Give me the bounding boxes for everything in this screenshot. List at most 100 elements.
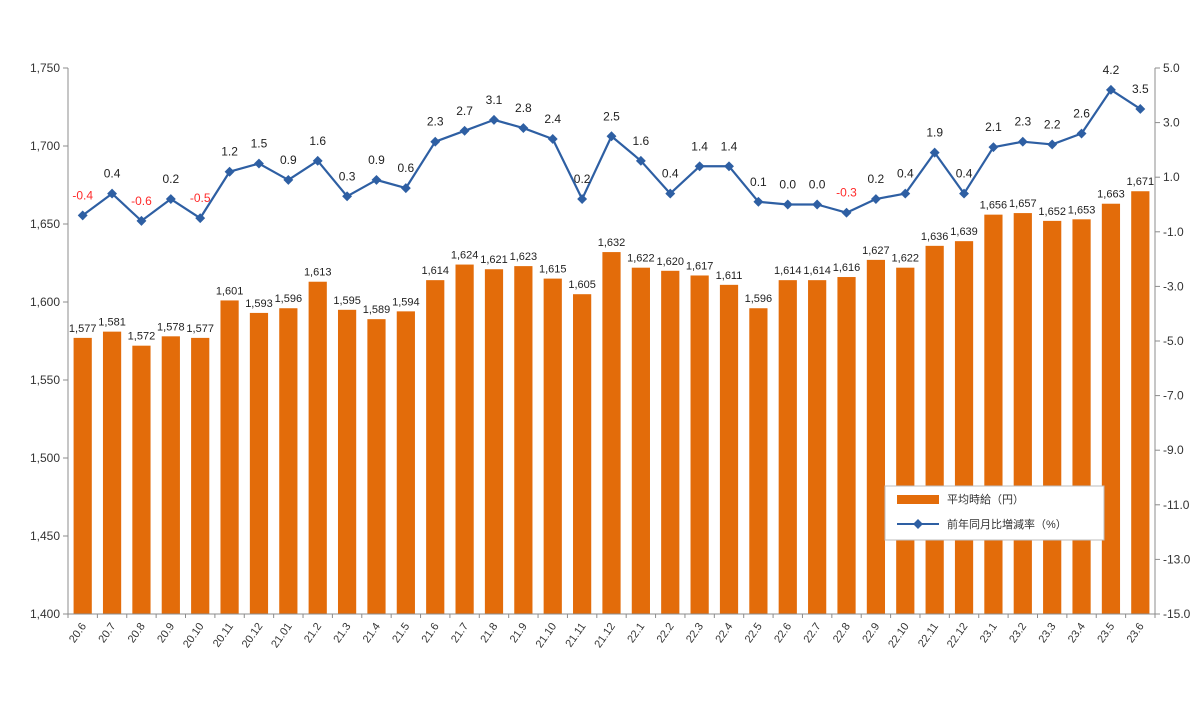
rate-value-label: -0.3	[836, 186, 857, 200]
bar-value-label: 1,581	[98, 317, 126, 329]
bar	[191, 337, 210, 614]
rate-point	[283, 174, 294, 185]
bar	[954, 241, 974, 614]
bar	[837, 277, 856, 614]
rate-value-label: 2.8	[515, 101, 532, 115]
bar-value-label: 1,653	[1068, 204, 1096, 216]
rate-point	[812, 199, 823, 210]
bar	[984, 214, 1003, 614]
rate-point	[577, 194, 588, 204]
bar	[102, 331, 122, 614]
bar-value-label: 1,601	[216, 285, 244, 297]
bar-value-label: 1,605	[568, 279, 596, 291]
x-tick-label: 22.3	[684, 621, 706, 645]
x-tick-label: 23.6	[1125, 621, 1147, 645]
bar-value-label: 1,621	[480, 254, 508, 266]
rate-value-label: 0.2	[574, 172, 591, 186]
rate-value-label: 0.6	[398, 161, 415, 175]
rate-point	[312, 155, 323, 166]
x-tick-label: 22.9	[860, 621, 882, 645]
bar	[661, 270, 680, 614]
bar	[543, 278, 562, 614]
rate-point	[900, 188, 911, 199]
rate-point	[724, 161, 734, 172]
bar-value-label: 1,596	[275, 293, 303, 305]
x-tick-label: 20.6	[67, 621, 89, 645]
x-tick-label: 22.12	[945, 621, 971, 650]
rate-value-label: 0.0	[809, 178, 826, 192]
rate-point	[1017, 136, 1028, 147]
right-tick-label: -9.0	[1163, 443, 1184, 457]
rate-value-label: 0.0	[779, 178, 796, 192]
x-tick-label: 21.7	[449, 621, 471, 645]
x-tick-label: 21.6	[420, 621, 442, 645]
bar-value-label: 1,578	[157, 321, 185, 333]
legend-bar-label: 平均時給（円）	[947, 492, 1024, 506]
x-tick-label: 21.11	[563, 621, 588, 650]
bar	[308, 281, 327, 614]
bar-value-label: 1,614	[421, 265, 449, 277]
legend-line-marker	[913, 519, 923, 529]
x-tick-label: 20.10	[181, 621, 207, 650]
rate-point	[518, 123, 529, 134]
left-tick-label: 1,750	[30, 61, 60, 75]
bar	[132, 345, 151, 614]
bar-value-label: 1,615	[539, 264, 567, 276]
rate-value-label: 1.2	[221, 145, 238, 159]
right-tick-label: -11.0	[1163, 498, 1190, 512]
x-tick-label: 23.2	[1007, 621, 1029, 645]
rate-value-label: 2.4	[544, 112, 561, 126]
rate-value-label: 0.9	[280, 153, 297, 167]
left-tick-label: 1,600	[30, 295, 60, 309]
rate-point	[195, 213, 206, 224]
x-tick-label: 21.9	[508, 621, 530, 645]
bar-value-label: 1,616	[833, 262, 861, 274]
x-tick-label: 21.2	[302, 621, 324, 645]
legend-line-label: 前年同月比増減率（%）	[947, 517, 1067, 531]
rate-value-label: 2.7	[456, 104, 473, 118]
bar	[1131, 191, 1150, 615]
x-tick-label: 20.9	[155, 621, 177, 645]
left-tick-label: 1,400	[30, 607, 60, 621]
bar-value-label: 1,577	[186, 323, 214, 335]
bar	[1101, 203, 1121, 614]
bar-value-label: 1,623	[510, 251, 538, 263]
rate-value-label: 2.1	[985, 120, 1002, 134]
bar	[396, 311, 415, 614]
rate-point	[224, 166, 235, 177]
x-tick-label: 22.8	[831, 621, 853, 645]
x-tick-label: 22.1	[625, 621, 647, 645]
right-tick-label: 3.0	[1163, 116, 1180, 130]
rate-value-label: 1.6	[309, 134, 326, 148]
x-tick-label: 21.5	[390, 621, 412, 645]
bar-value-label: 1,627	[862, 245, 890, 257]
x-tick-label: 22.2	[655, 621, 677, 645]
rate-point	[342, 191, 353, 202]
rate-value-label: 0.4	[956, 167, 973, 181]
bar-value-label: 1,595	[333, 295, 361, 307]
rate-point	[665, 188, 676, 199]
rate-point	[489, 114, 499, 125]
bar-value-label: 1,620	[656, 256, 684, 268]
rate-value-label: 1.4	[691, 139, 708, 153]
rate-value-label: 3.1	[486, 93, 503, 107]
x-tick-label: 23.5	[1095, 621, 1117, 645]
left-tick-label: 1,550	[30, 373, 60, 387]
bar-value-label: 1,572	[128, 331, 156, 343]
rate-point	[1047, 139, 1058, 150]
x-tick-label: 22.6	[772, 621, 794, 645]
bar-value-label: 1,622	[892, 253, 920, 265]
bar	[484, 269, 504, 614]
bar	[866, 259, 886, 614]
rate-value-label: 0.9	[368, 153, 385, 167]
bar	[690, 275, 709, 614]
bar	[749, 308, 768, 614]
rate-value-label: 4.2	[1103, 63, 1120, 77]
x-tick-label: 21.12	[592, 621, 618, 650]
bar	[631, 267, 650, 614]
x-tick-label: 21.01	[269, 621, 295, 650]
bar	[925, 245, 944, 614]
legend-bar-swatch	[897, 495, 939, 504]
bar-value-label: 1,663	[1097, 189, 1125, 201]
